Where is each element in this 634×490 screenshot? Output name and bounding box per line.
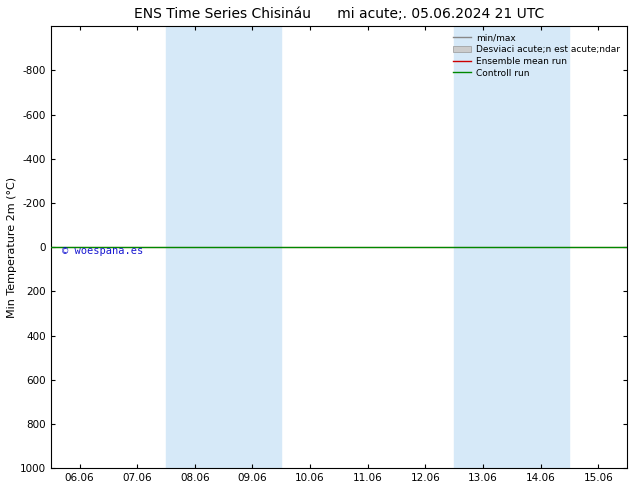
Bar xyxy=(166,26,281,468)
Text: © woespana.es: © woespana.es xyxy=(62,246,143,256)
Y-axis label: Min Temperature 2m (°C): Min Temperature 2m (°C) xyxy=(7,177,17,318)
Title: ENS Time Series Chisináu      mi acute;. 05.06.2024 21 UTC: ENS Time Series Chisináu mi acute;. 05.0… xyxy=(134,7,544,21)
Bar xyxy=(454,26,569,468)
Legend: min/max, Desviaci acute;n est acute;ndar, Ensemble mean run, Controll run: min/max, Desviaci acute;n est acute;ndar… xyxy=(451,31,623,80)
